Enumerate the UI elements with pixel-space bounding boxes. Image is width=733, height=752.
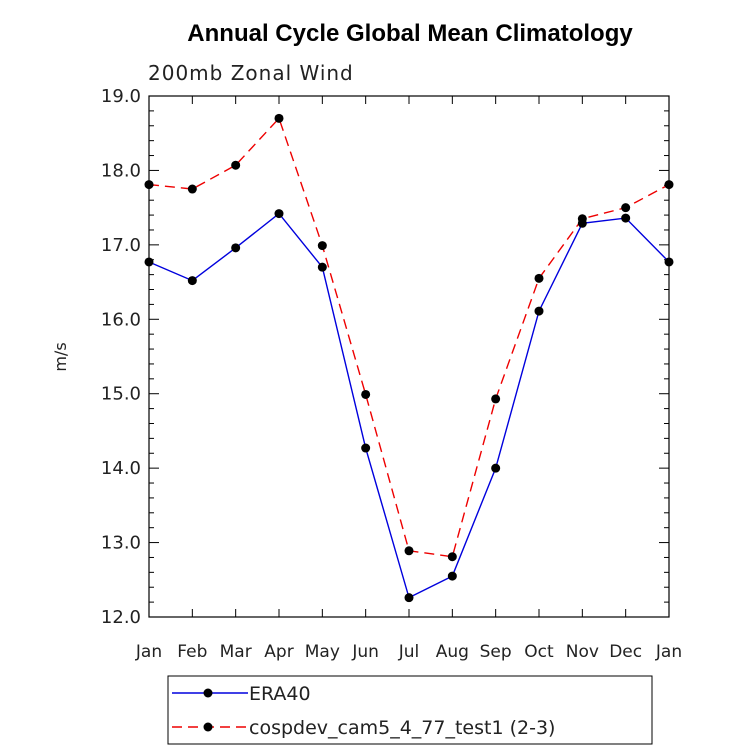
data-point <box>664 257 674 267</box>
y-tick-label: 18.0 <box>101 160 141 181</box>
series-layer <box>144 113 674 603</box>
data-point <box>447 571 457 581</box>
data-point <box>621 203 631 213</box>
x-tick-label: Nov <box>566 642 599 662</box>
chart-title: Annual Cycle Global Mean Climatology <box>187 20 633 47</box>
data-point <box>274 209 284 219</box>
plot-area-frame <box>148 95 670 618</box>
data-point <box>187 184 197 194</box>
x-tick-labels: Jan Feb Mar Apr May Jun Jul Aug Sep Oct Nov Dec Jan <box>135 642 682 662</box>
data-point <box>317 262 327 272</box>
data-point <box>144 257 154 267</box>
x-tick-label: Aug <box>436 642 469 662</box>
legend-label: cospdev_cam5_4_77_test1 (2-3) <box>249 717 555 739</box>
data-point <box>621 213 631 223</box>
legend-items: ERA40 cospdev_cam5_4_77_test1 (2-3) <box>172 683 555 739</box>
y-tick-label: 16.0 <box>101 309 141 330</box>
data-point <box>447 552 457 562</box>
data-point <box>144 180 154 190</box>
series-line <box>148 116 670 558</box>
legend-marker <box>203 722 213 732</box>
data-point <box>491 394 501 404</box>
y-tick-label: 17.0 <box>101 235 141 256</box>
legend-label: ERA40 <box>249 683 311 705</box>
y-axis-label: m/s <box>51 342 70 371</box>
y-tick-label: 14.0 <box>101 458 141 479</box>
data-point <box>274 113 284 123</box>
data-point <box>317 241 327 251</box>
data-point <box>187 276 197 286</box>
data-point <box>361 389 371 399</box>
data-point <box>534 306 544 316</box>
y-tick-label: 19.0 <box>101 86 141 107</box>
x-tick-label: Mar <box>220 642 252 662</box>
x-tick-label: Oct <box>524 642 554 662</box>
x-tick-label: Apr <box>264 642 293 662</box>
axis-ticks <box>148 95 670 618</box>
legend-marker <box>203 688 213 698</box>
x-tick-label: Sep <box>480 642 512 662</box>
chart-subtitle: 200mb Zonal Wind <box>148 61 354 85</box>
y-tick-label: 13.0 <box>101 533 141 554</box>
x-tick-label: Jun <box>351 642 379 662</box>
x-tick-label: Jan <box>135 642 162 662</box>
data-point <box>577 218 587 228</box>
x-tick-label: Jul <box>398 642 420 662</box>
series-line <box>148 212 670 599</box>
data-point <box>534 273 544 283</box>
data-point <box>404 593 414 603</box>
x-tick-label: Feb <box>177 642 207 662</box>
y-tick-label: 12.0 <box>101 607 141 628</box>
legend: ERA40 cospdev_cam5_4_77_test1 (2-3) <box>167 675 653 745</box>
y-tick-labels: 12.0 13.0 14.0 15.0 16.0 17.0 18.0 19.0 <box>101 86 141 628</box>
data-point <box>404 546 414 556</box>
data-point <box>664 180 674 190</box>
data-point <box>361 443 371 453</box>
data-point <box>231 160 241 170</box>
data-point <box>491 463 501 473</box>
x-tick-label: Dec <box>609 642 642 662</box>
x-tick-label: Jan <box>655 642 682 662</box>
legend-box <box>167 675 653 745</box>
y-tick-label: 15.0 <box>101 384 141 405</box>
x-tick-label: May <box>305 642 340 662</box>
data-point <box>231 243 241 253</box>
